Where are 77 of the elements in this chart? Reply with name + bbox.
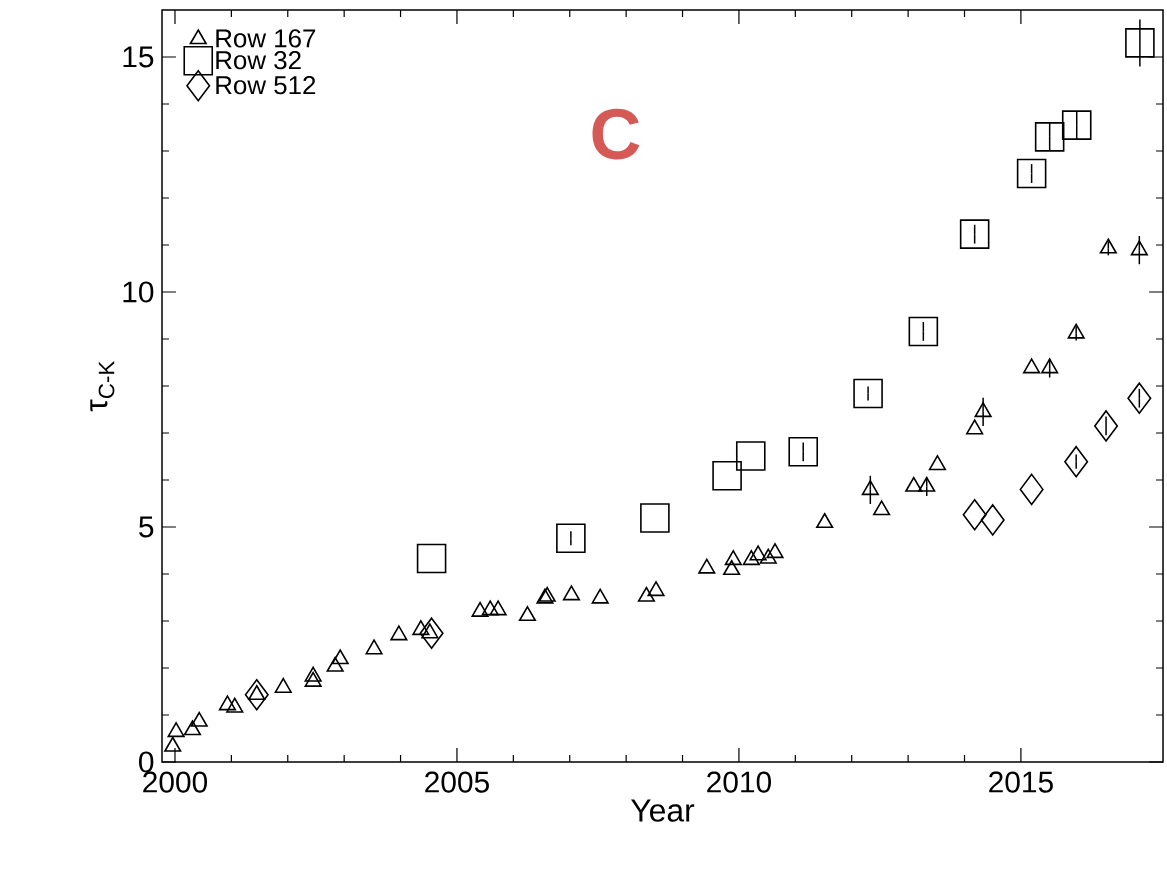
point (974, 402, 992, 418)
point (724, 550, 742, 566)
point (908, 316, 939, 347)
point (183, 720, 202, 736)
point (749, 545, 767, 561)
point (980, 504, 1005, 536)
point (698, 558, 716, 574)
point (723, 559, 741, 576)
point (742, 550, 760, 566)
point (326, 656, 344, 672)
point (759, 548, 777, 564)
point (412, 620, 430, 636)
point (1130, 240, 1148, 256)
point (712, 460, 742, 491)
point (274, 677, 292, 694)
y-tick-label: 0 (139, 751, 154, 773)
point (816, 512, 834, 529)
x-tick-label: 2000 (143, 771, 208, 793)
y-tick-label: 10 (123, 281, 154, 303)
y-tick-label: 15 (123, 46, 154, 68)
point (218, 695, 237, 711)
point (1064, 445, 1089, 478)
point (640, 503, 670, 533)
point (647, 581, 665, 597)
point (419, 617, 444, 649)
annotation: C (592, 108, 640, 160)
point (1125, 28, 1155, 58)
point (928, 455, 947, 471)
point (1094, 410, 1119, 442)
point (248, 684, 266, 701)
point (421, 623, 439, 639)
legend-label: Row 32 (216, 50, 301, 70)
point (365, 639, 383, 655)
point (190, 711, 208, 727)
legend-label: Row 167 (216, 29, 316, 48)
point (873, 500, 891, 516)
x-tick-label: 2010 (707, 771, 771, 793)
point (164, 736, 182, 752)
point (481, 600, 499, 616)
point (304, 671, 322, 687)
point (556, 523, 586, 554)
x-tick-label: 2005 (425, 771, 489, 793)
point (244, 678, 269, 711)
point (416, 543, 447, 574)
x-axis-title: Year (631, 799, 695, 822)
point (1061, 110, 1092, 140)
point (471, 601, 489, 617)
point (766, 543, 784, 559)
point (591, 588, 609, 604)
point (390, 625, 408, 641)
point (226, 697, 244, 713)
point (959, 219, 990, 249)
point (331, 649, 349, 665)
point (167, 722, 185, 738)
point (489, 600, 507, 616)
point (304, 666, 322, 682)
y-axis-title: τ$_{C-K}$ (90, 360, 115, 412)
legend-label: Row 512 (216, 75, 316, 95)
x-tick-label: 2015 (989, 771, 1053, 793)
point (1127, 382, 1152, 414)
point (1019, 473, 1044, 506)
point (1067, 323, 1085, 339)
y-tick-label: 5 (139, 516, 154, 538)
point (735, 441, 766, 471)
point (518, 606, 537, 622)
point (788, 436, 819, 467)
point (962, 498, 987, 531)
point (562, 585, 581, 601)
point (1034, 122, 1065, 152)
point (1099, 238, 1117, 254)
point (637, 586, 656, 602)
point (861, 480, 879, 496)
point (1023, 358, 1041, 374)
point (905, 476, 923, 492)
point (853, 378, 883, 409)
point (1016, 158, 1047, 189)
point (966, 419, 984, 435)
